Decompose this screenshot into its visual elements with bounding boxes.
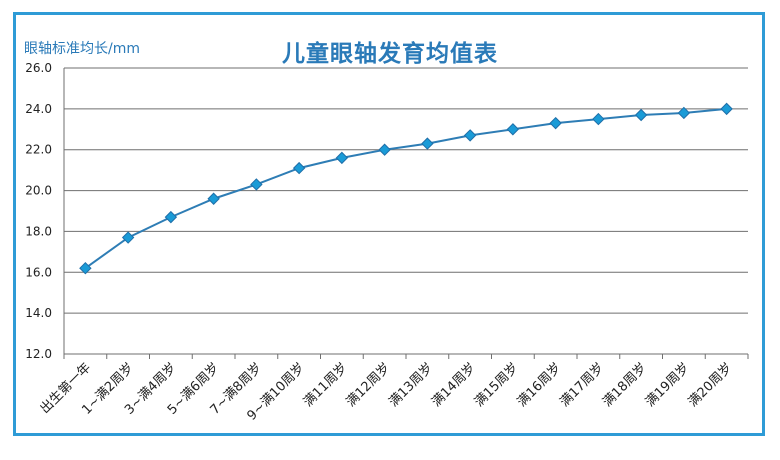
chart-title: 儿童眼轴发育均值表 xyxy=(282,41,498,67)
y-tick-label: 20.0 xyxy=(25,184,52,198)
series-line-layer xyxy=(84,107,727,270)
chart-frame xyxy=(13,12,765,436)
x-tick-label: 满18周岁 xyxy=(600,360,650,410)
data-point xyxy=(250,178,263,191)
y-tick-label: 16.0 xyxy=(25,265,52,279)
series-line xyxy=(84,107,727,270)
data-point xyxy=(335,151,349,165)
data-point xyxy=(463,129,477,142)
y-tick-label: 14.0 xyxy=(25,306,52,320)
x-tick-label: 满19周岁 xyxy=(643,360,693,410)
y-axis-label: 眼轴标准均长/mm xyxy=(24,41,140,57)
data-point xyxy=(79,261,92,275)
y-tick-labels: 12.0 14.0 16.0 18.0 20.0 22.0 24.0 26.0 xyxy=(25,61,52,361)
data-point xyxy=(292,161,306,175)
data-point xyxy=(634,108,648,122)
y-tick-label: 18.0 xyxy=(25,224,52,238)
y-tick-label: 24.0 xyxy=(25,102,52,116)
y-tick-label: 26.0 xyxy=(25,61,52,75)
x-tick-labels: 出生第一年1~满2周岁3~满4周岁5~满6周岁7~满8周岁9~满10周岁满11周… xyxy=(38,360,736,423)
x-tick-label: 满16周岁 xyxy=(515,360,565,410)
data-point xyxy=(677,106,691,120)
x-tick-label: 满12周岁 xyxy=(344,360,394,410)
grid-lines xyxy=(63,67,749,359)
data-point xyxy=(378,143,391,156)
x-tick-label: 满20周岁 xyxy=(686,360,736,410)
data-point xyxy=(720,102,733,116)
data-point xyxy=(506,123,520,136)
data-point xyxy=(549,116,562,130)
data-point xyxy=(592,112,605,126)
x-tick-label: 满15周岁 xyxy=(472,360,522,410)
x-tick-label: 满14周岁 xyxy=(429,360,479,410)
data-point xyxy=(164,210,178,224)
y-tick-label: 12.0 xyxy=(25,347,52,361)
y-tick-label: 22.0 xyxy=(25,143,52,157)
x-tick-label: 满11周岁 xyxy=(301,360,351,410)
data-point xyxy=(207,192,220,205)
data-point xyxy=(121,231,135,244)
x-tick-label: 满17周岁 xyxy=(557,360,607,410)
data-points xyxy=(79,102,733,275)
x-tick-label: 满13周岁 xyxy=(386,360,436,410)
data-point xyxy=(421,137,434,150)
